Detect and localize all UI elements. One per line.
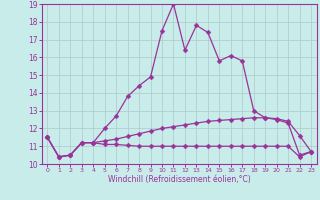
X-axis label: Windchill (Refroidissement éolien,°C): Windchill (Refroidissement éolien,°C) [108,175,251,184]
